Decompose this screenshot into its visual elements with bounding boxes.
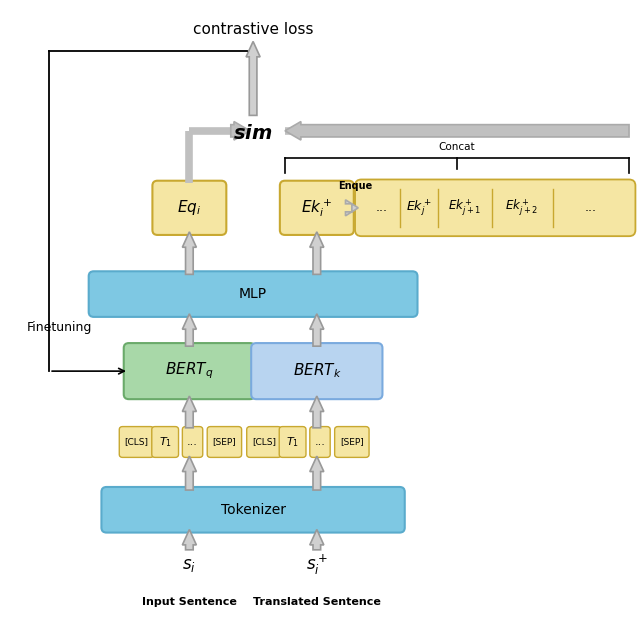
FancyBboxPatch shape: [251, 343, 383, 399]
Text: contrastive loss: contrastive loss: [193, 22, 314, 37]
Text: $Ek_{j+2}^+$: $Ek_{j+2}^+$: [506, 197, 538, 219]
FancyBboxPatch shape: [207, 426, 242, 457]
Text: $T_1$: $T_1$: [159, 435, 172, 449]
Text: $Ek_j^+$: $Ek_j^+$: [406, 197, 432, 219]
FancyBboxPatch shape: [279, 426, 306, 457]
Text: [SEP]: [SEP]: [212, 438, 236, 446]
FancyBboxPatch shape: [280, 181, 354, 235]
Polygon shape: [310, 529, 324, 550]
FancyBboxPatch shape: [101, 487, 404, 532]
Text: ...: ...: [376, 201, 388, 214]
FancyBboxPatch shape: [89, 271, 417, 317]
Text: ...: ...: [315, 437, 325, 447]
Text: MLP: MLP: [239, 287, 267, 301]
Text: ...: ...: [585, 201, 597, 214]
Polygon shape: [310, 314, 324, 346]
Text: Translated Sentence: Translated Sentence: [253, 597, 381, 607]
Text: $BERT_q$: $BERT_q$: [165, 361, 214, 381]
Polygon shape: [346, 200, 358, 216]
Text: Tokenizer: Tokenizer: [221, 503, 285, 517]
FancyBboxPatch shape: [119, 426, 154, 457]
Text: $s_i$: $s_i$: [182, 556, 196, 574]
Text: $Eq_i$: $Eq_i$: [177, 198, 202, 217]
Text: Concat: Concat: [438, 142, 476, 152]
Polygon shape: [182, 396, 196, 428]
Polygon shape: [285, 121, 629, 140]
Polygon shape: [182, 529, 196, 550]
Text: ...: ...: [187, 437, 198, 447]
Text: Finetuning: Finetuning: [27, 321, 92, 334]
FancyBboxPatch shape: [246, 426, 281, 457]
Polygon shape: [182, 314, 196, 346]
Text: $Ek_i^+$: $Ek_i^+$: [301, 197, 333, 219]
Text: Enque: Enque: [338, 181, 372, 191]
FancyBboxPatch shape: [335, 426, 369, 457]
Polygon shape: [182, 456, 196, 490]
Polygon shape: [182, 232, 196, 274]
FancyBboxPatch shape: [310, 426, 330, 457]
Text: [CLS]: [CLS]: [252, 438, 276, 446]
Text: Input Sentence: Input Sentence: [142, 597, 237, 607]
Polygon shape: [310, 232, 324, 274]
Polygon shape: [310, 456, 324, 490]
Text: $s_i^+$: $s_i^+$: [306, 553, 328, 578]
Text: [CLS]: [CLS]: [124, 438, 148, 446]
Text: $\bfit{sim}$: $\bfit{sim}$: [234, 124, 273, 144]
FancyBboxPatch shape: [355, 180, 636, 236]
Text: $BERT_k$: $BERT_k$: [292, 361, 341, 381]
Polygon shape: [231, 121, 250, 140]
Text: [SEP]: [SEP]: [340, 438, 364, 446]
FancyBboxPatch shape: [152, 426, 179, 457]
Text: $T_1$: $T_1$: [286, 435, 299, 449]
FancyBboxPatch shape: [152, 181, 227, 235]
Text: $Ek_{j+1}^+$: $Ek_{j+1}^+$: [448, 197, 481, 219]
Polygon shape: [246, 41, 260, 115]
FancyBboxPatch shape: [124, 343, 255, 399]
FancyBboxPatch shape: [182, 426, 203, 457]
Polygon shape: [310, 396, 324, 428]
